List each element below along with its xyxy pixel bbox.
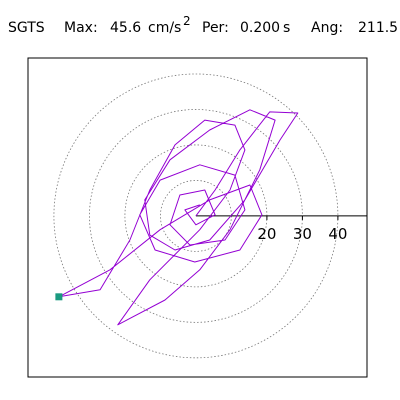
chart-title: SGTS Max: 45.6 cm/s 2 Per: 0.200 s Ang: … — [8, 13, 398, 36]
period-unit: s — [283, 20, 290, 36]
x-tick-label: 20 — [257, 225, 276, 243]
max-value: 45.6 — [110, 20, 141, 36]
x-tick-label: 40 — [328, 225, 347, 243]
max-unit: cm/s — [148, 20, 181, 36]
angle-value: 211.5 — [358, 20, 398, 36]
station: SGTS — [8, 20, 45, 36]
period-value: 0.200 — [240, 20, 280, 36]
peak-marker — [55, 293, 63, 301]
max-label: Max: — [64, 20, 98, 36]
trajectory — [58, 109, 299, 326]
x-tick-label: 30 — [293, 225, 312, 243]
plot-frame — [27, 57, 368, 378]
angle-label: Ang: — [311, 20, 343, 36]
period-label: Per: — [202, 20, 229, 36]
max-unit-exp: 2 — [183, 14, 191, 28]
